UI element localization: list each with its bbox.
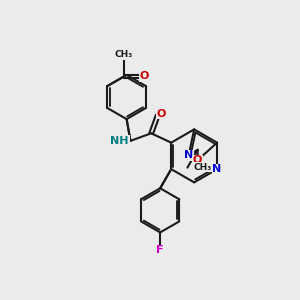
Text: NH: NH (110, 136, 129, 146)
Text: CH₃: CH₃ (115, 50, 133, 59)
Text: N: N (184, 150, 193, 160)
Text: O: O (157, 109, 166, 119)
Text: N: N (212, 164, 222, 174)
Text: O: O (140, 71, 149, 81)
Text: F: F (156, 245, 164, 255)
Text: O: O (193, 155, 202, 165)
Text: CH₃: CH₃ (194, 163, 212, 172)
